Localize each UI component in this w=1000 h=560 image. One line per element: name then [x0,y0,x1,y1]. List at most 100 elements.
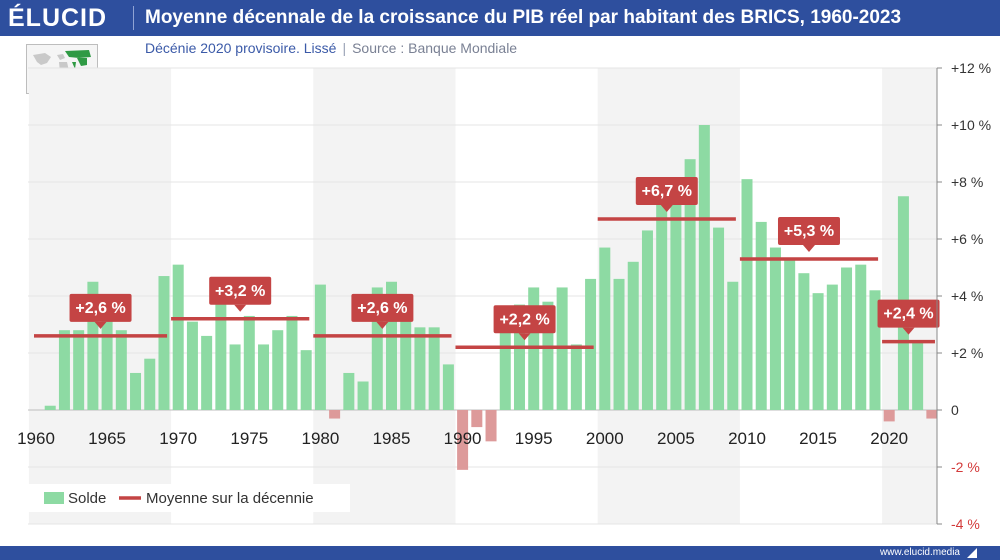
bar-2020 [883,410,895,422]
bar-1970 [172,264,184,410]
average-label-box-2020 [877,299,940,328]
y-tick-label: +8 % [951,174,983,190]
average-label-pointer-2020 [902,327,915,335]
average-label-2010: +5,3 % [784,223,834,240]
chart-title: Moyenne décennale de la croissance du PI… [145,7,902,28]
bar-1991 [471,410,483,428]
x-tick-label: 2010 [728,429,766,448]
bar-2008 [713,227,725,410]
bar-1996 [542,301,554,410]
bar-1975 [243,315,255,410]
subtitle-source: Source : Banque Mondiale [352,40,518,56]
bar-1993 [499,327,511,410]
bar-1978 [286,315,298,410]
bar-2018 [855,264,867,410]
bar-1976 [258,344,270,410]
bar-2022 [912,341,924,410]
bar-2000 [599,247,611,410]
chart-area: +2,6 % +3,2 % +2,6 % +2,2 % +6,7 % +5,3 % +2,4… [17,60,991,532]
bar-1980 [314,284,326,410]
x-axis: 1960 1965 1970 1975 1980 1985 1990 1995 2000 2005… [17,429,908,448]
legend-box [28,484,350,512]
bar-1968 [144,358,156,410]
y-tick-label: +6 % [951,231,983,247]
bar-2017 [841,267,853,410]
site-arrow-icon [967,548,977,558]
bar-1988 [428,327,440,410]
x-tick-label: 1970 [159,429,197,448]
legend-swatch-solde [44,492,64,504]
legend-label-solde: Solde [68,490,106,507]
average-label-1960: +2,6 % [75,300,125,317]
bar-1965 [101,313,113,410]
subtitle-note: Décénie 2020 provisoire. Lissé [145,40,337,56]
subtitle-separator: | [342,40,347,56]
bar-2023 [926,410,938,419]
bar-1962 [58,330,70,410]
average-label-pointer-1990 [518,333,531,341]
average-label-pointer-2010 [802,244,815,252]
x-tick-label: 1990 [444,429,482,448]
bar-2011 [755,221,767,410]
bar-1998 [570,344,582,410]
bar-1967 [130,372,142,410]
bar-1966 [115,330,127,410]
bar-1982 [343,372,355,410]
x-tick-label: 1965 [88,429,126,448]
chart-subtitle: Décénie 2020 provisoire. Lissé | Source : … [145,38,517,58]
bar-1999 [585,278,597,410]
bar-2006 [684,159,696,410]
header-bar: ÉLUCID Moyenne décennale de la croissanc… [0,0,1000,36]
bar-1973 [215,281,227,410]
bar-1979 [300,350,312,410]
bar-2013 [784,258,796,410]
bar-1983 [357,381,369,410]
bar-1986 [400,313,412,410]
bar-2019 [869,290,881,410]
bar-2002 [627,261,639,410]
bar-1977 [272,330,284,410]
bar-1994 [513,304,525,410]
bar-2009 [727,281,739,410]
average-label-pointer-2000 [660,205,673,213]
legend-label-average: Moyenne sur la décennie [146,490,314,507]
average-label-box-2010 [777,216,840,245]
x-tick-label: 1960 [17,429,55,448]
average-label-box-1990 [493,305,556,334]
average-label-box-1980 [351,293,414,322]
bar-1989 [442,364,454,410]
bar-1972 [201,335,213,410]
y-tick-label: +10 % [951,117,991,133]
y-tick-label: 0 [951,402,959,418]
bar-2012 [769,247,781,410]
y-tick-label: -4 % [951,516,980,532]
bar-1969 [158,276,170,410]
legend: Solde Moyenne sur la décennie [28,484,350,512]
footer-bar [0,546,1000,560]
average-label-1970: +3,2 % [215,283,265,300]
x-tick-label: 1980 [301,429,339,448]
average-label-pointer-1960 [94,321,107,329]
x-tick-label: 1985 [373,429,411,448]
bar-1981 [329,410,341,419]
bar-1987 [414,327,426,410]
x-tick-label: 2015 [799,429,837,448]
average-label-box-2000 [635,177,698,206]
header-separator [133,6,134,30]
bar-1971 [186,321,198,410]
x-tick-label: 1995 [515,429,553,448]
average-label-pointer-1970 [234,304,247,312]
average-label-box-1970 [209,276,272,305]
x-tick-label: 2000 [586,429,624,448]
bar-1984 [371,287,383,410]
bar-series [44,125,938,470]
bar-2010 [741,179,753,410]
y-tick-label: +12 % [951,60,991,76]
site-url[interactable]: www.elucid.media [879,547,960,558]
bar-1961 [44,405,56,410]
average-series: +2,6 % +3,2 % +2,6 % +2,2 % +6,7 % +5,3 % +2,4… [34,177,940,350]
bar-1974 [229,344,241,410]
bar-2004 [656,199,668,410]
average-label-pointer-1980 [376,321,389,329]
bar-1964 [87,281,99,410]
